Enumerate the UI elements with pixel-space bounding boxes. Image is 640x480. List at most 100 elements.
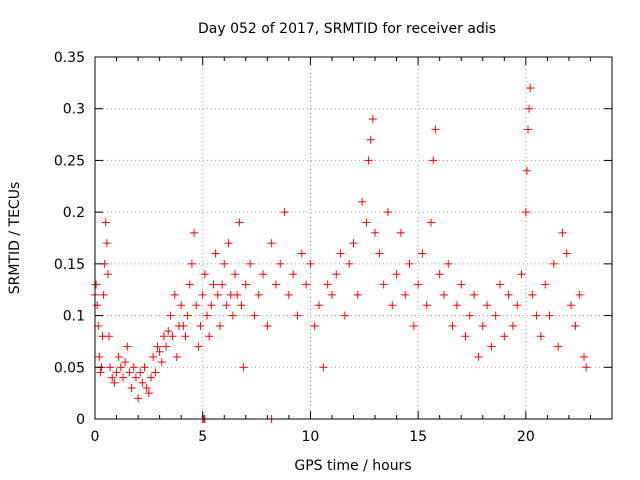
data-point <box>562 249 571 258</box>
data-point <box>345 259 354 268</box>
data-point <box>364 156 373 165</box>
data-point <box>323 280 332 289</box>
data-point <box>549 259 558 268</box>
data-point <box>483 301 492 310</box>
data-point <box>504 290 513 299</box>
data-point <box>121 358 130 367</box>
data-point <box>525 104 534 113</box>
data-point <box>170 290 179 299</box>
data-point <box>116 363 125 372</box>
data-point <box>259 270 268 279</box>
data-point <box>452 301 461 310</box>
y-tick-label: 0.1 <box>63 309 85 325</box>
data-point <box>536 332 545 341</box>
data-point <box>327 290 336 299</box>
y-tick-label: 0 <box>76 412 85 428</box>
data-point <box>119 373 128 382</box>
y-tick-label: 0.05 <box>54 360 85 376</box>
data-point <box>414 280 423 289</box>
data-point <box>177 301 186 310</box>
y-tick-label: 0.3 <box>63 102 85 118</box>
data-point <box>444 259 453 268</box>
data-point <box>140 363 149 372</box>
y-axis-label: SRMTID / TECUs <box>7 182 23 295</box>
data-point <box>571 321 580 330</box>
data-point <box>237 301 246 310</box>
x-tick-label: 5 <box>198 429 207 445</box>
data-point <box>192 301 201 310</box>
data-point <box>545 311 554 320</box>
data-point <box>213 290 222 299</box>
y-tick-label: 0.35 <box>54 50 85 66</box>
data-point <box>102 239 111 248</box>
data-point <box>207 301 216 310</box>
data-point <box>491 311 500 320</box>
data-point <box>276 259 285 268</box>
data-point <box>478 321 487 330</box>
data-point <box>362 218 371 227</box>
data-point <box>241 280 250 289</box>
data-point <box>495 280 504 289</box>
data-point <box>125 368 134 377</box>
data-point <box>271 280 280 289</box>
data-point <box>99 290 108 299</box>
data-point <box>532 311 541 320</box>
data-point <box>233 290 242 299</box>
data-point <box>149 352 158 361</box>
data-point <box>513 301 522 310</box>
data-point <box>220 259 229 268</box>
data-point <box>396 228 405 237</box>
data-point <box>108 373 117 382</box>
data-point <box>297 249 306 258</box>
data-point <box>123 342 132 351</box>
plot-frame <box>94 56 613 420</box>
data-point <box>142 383 151 392</box>
data-point <box>131 373 140 382</box>
data-point <box>187 259 196 268</box>
x-tick-label: 10 <box>302 429 320 445</box>
data-point <box>371 228 380 237</box>
y-tick-label: 0.2 <box>63 205 85 221</box>
data-point <box>183 311 192 320</box>
data-point <box>541 280 550 289</box>
data-point <box>418 249 427 258</box>
data-point <box>239 363 248 372</box>
data-point <box>151 368 160 377</box>
data-point <box>383 208 392 217</box>
data-point <box>203 311 212 320</box>
data-point <box>235 218 244 227</box>
data-point <box>103 270 112 279</box>
data-point <box>263 321 272 330</box>
data-point <box>95 352 104 361</box>
data-point <box>392 270 401 279</box>
data-point <box>254 290 263 299</box>
data-point <box>105 332 114 341</box>
data-point <box>185 280 194 289</box>
data-point <box>379 280 388 289</box>
data-point <box>470 290 479 299</box>
data-point <box>144 389 153 398</box>
data-point <box>579 352 588 361</box>
data-point <box>200 270 209 279</box>
data-point <box>166 311 175 320</box>
data-point <box>388 301 397 310</box>
data-point <box>306 259 315 268</box>
data-point <box>155 347 164 356</box>
data-point <box>431 125 440 134</box>
y-tick-label: 0.25 <box>54 153 85 169</box>
x-tick-label: 0 <box>91 429 100 445</box>
data-point <box>302 280 311 289</box>
data-point <box>94 321 103 330</box>
data-point <box>332 270 341 279</box>
data-point <box>280 208 289 217</box>
data-point <box>209 280 218 289</box>
data-point <box>112 368 121 377</box>
grid-lines <box>95 57 612 419</box>
data-point <box>93 301 102 310</box>
data-point <box>293 311 302 320</box>
data-point <box>461 332 470 341</box>
data-point <box>500 332 509 341</box>
data-point <box>554 342 563 351</box>
data-point <box>231 270 240 279</box>
data-point <box>172 352 181 361</box>
